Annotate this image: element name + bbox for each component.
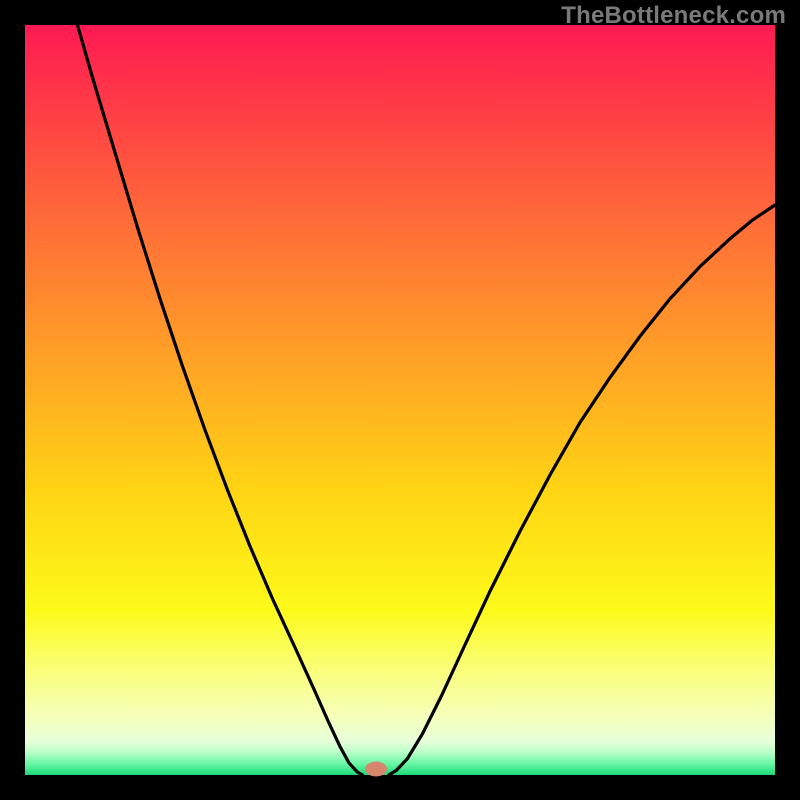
plot-area [25, 25, 775, 775]
curve-layer [25, 25, 775, 775]
watermark-text: TheBottleneck.com [561, 2, 786, 30]
gradient-background [25, 25, 775, 775]
chart-root: TheBottleneck.com [0, 0, 800, 800]
bottleneck-marker [365, 762, 387, 777]
